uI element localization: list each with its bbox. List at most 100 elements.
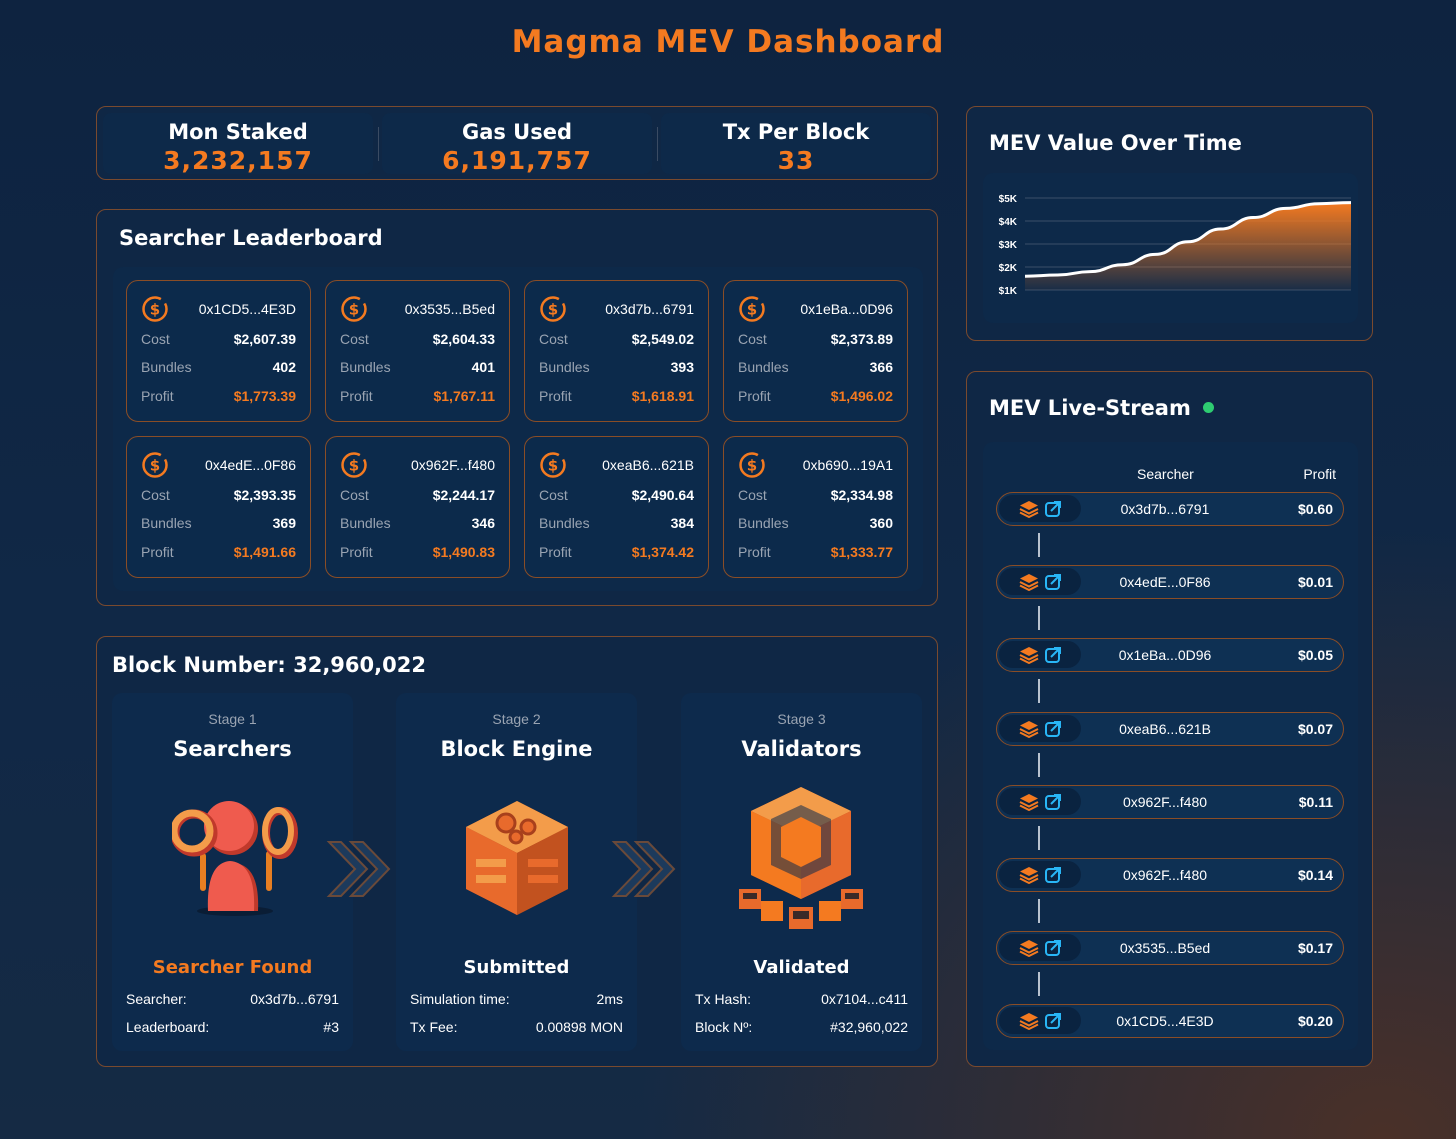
livestream-row[interactable]: 0x962F...f480 $0.14 bbox=[996, 858, 1344, 892]
external-link-icon[interactable] bbox=[1044, 939, 1062, 957]
searcher-address: 0x1CD5...4E3D bbox=[1116, 1013, 1214, 1029]
external-link-icon[interactable] bbox=[1044, 866, 1062, 884]
external-link-icon[interactable] bbox=[1044, 500, 1062, 518]
layers-icon[interactable] bbox=[1019, 646, 1039, 664]
cost-label: Cost bbox=[738, 487, 767, 503]
page-title: Magma MEV Dashboard bbox=[511, 24, 945, 60]
searcher-address: 0xb690...19A1 bbox=[802, 457, 893, 473]
row-actions bbox=[999, 568, 1081, 595]
bundles-value: 346 bbox=[471, 515, 495, 531]
cost-label: Cost bbox=[738, 331, 767, 347]
area-fill bbox=[1025, 202, 1351, 290]
external-link-icon[interactable] bbox=[1044, 720, 1062, 738]
livestream-row[interactable]: 0xeaB6...621B $0.07 bbox=[996, 712, 1344, 746]
live-status-dot bbox=[1203, 402, 1214, 413]
bundles-row: Bundles 384 bbox=[539, 515, 694, 531]
layers-icon[interactable] bbox=[1019, 720, 1039, 738]
searcher-card[interactable]: $0x962F...f480 Cost $2,244.17 Bundles 346 Pro… bbox=[325, 436, 510, 578]
stage-name: Searchers bbox=[173, 737, 292, 761]
livestream-row[interactable]: 0x1CD5...4E3D $0.20 bbox=[996, 1004, 1344, 1038]
stage-detail-row: Leaderboard: #3 bbox=[126, 1019, 339, 1035]
livestream-row[interactable]: 0x1eBa...0D96 $0.05 bbox=[996, 638, 1344, 672]
livestream-row[interactable]: 0x962F...f480 $0.11 bbox=[996, 785, 1344, 819]
row-actions bbox=[999, 861, 1081, 888]
row-connector bbox=[1038, 606, 1040, 630]
detail-key: Leaderboard: bbox=[126, 1019, 210, 1035]
cost-value: $2,549.02 bbox=[631, 331, 694, 347]
cost-value: $2,393.35 bbox=[233, 487, 296, 503]
bundles-value: 369 bbox=[272, 515, 296, 531]
cost-value: $2,373.89 bbox=[830, 331, 893, 347]
cost-row: Cost $2,607.39 bbox=[141, 331, 296, 347]
cost-row: Cost $2,244.17 bbox=[340, 487, 495, 503]
layers-icon[interactable] bbox=[1019, 793, 1039, 811]
stage-detail-row: Searcher: 0x3d7b...6791 bbox=[126, 991, 339, 1007]
cost-row: Cost $2,334.98 bbox=[738, 487, 893, 503]
bundles-row: Bundles 393 bbox=[539, 359, 694, 375]
double-chevron-icon bbox=[611, 841, 676, 897]
layers-icon[interactable] bbox=[1019, 573, 1039, 591]
mev-value-chart: $5K $4K $3K $2K $1K bbox=[999, 194, 1352, 297]
validators-illustration bbox=[739, 787, 863, 929]
searcher-card[interactable]: $0x1eBa...0D96 Cost $2,373.89 Bundles 366 Pro… bbox=[723, 280, 908, 422]
profit-label: Profit bbox=[141, 388, 174, 404]
searcher-card[interactable]: $0x4edE...0F86 Cost $2,393.35 Bundles 369 Pro… bbox=[126, 436, 311, 578]
external-link-icon[interactable] bbox=[1044, 1012, 1062, 1030]
stat-value: 33 bbox=[777, 146, 815, 175]
searcher-card[interactable]: $0xeaB6...621B Cost $2,490.64 Bundles 384 Pro… bbox=[524, 436, 709, 578]
profit-row: Profit $1,773.39 bbox=[141, 388, 296, 404]
stat-tx-per-block: Tx Per Block 33 bbox=[661, 113, 931, 175]
profit-label: Profit bbox=[539, 544, 572, 560]
stage-status: Validated bbox=[753, 957, 850, 978]
cost-value: $2,604.33 bbox=[432, 331, 495, 347]
searcher-address: 0x962F...f480 bbox=[1122, 794, 1208, 810]
layers-icon[interactable] bbox=[1019, 1012, 1039, 1030]
cost-row: Cost $2,373.89 bbox=[738, 331, 893, 347]
stat-value: 3,232,157 bbox=[163, 146, 313, 175]
stage-detail-row: Tx Fee: 0.00898 MON bbox=[410, 1019, 623, 1035]
layers-icon[interactable] bbox=[1019, 866, 1039, 884]
searcher-address: 0x4edE...0F86 bbox=[204, 457, 296, 473]
bundles-value: 402 bbox=[272, 359, 296, 375]
svg-text:$: $ bbox=[349, 301, 359, 319]
detail-value: 0.00898 MON bbox=[535, 1019, 623, 1035]
bundles-label: Bundles bbox=[539, 515, 590, 531]
cost-label: Cost bbox=[539, 487, 568, 503]
detail-value: 0x7104...c411 bbox=[821, 991, 908, 1007]
detail-value: 0x3d7b...6791 bbox=[250, 991, 339, 1007]
searcher-card[interactable]: $0x1CD5...4E3D Cost $2,607.39 Bundles 402 Pro… bbox=[126, 280, 311, 422]
searcher-card[interactable]: $0x3535...B5ed Cost $2,604.33 Bundles 401 Pro… bbox=[325, 280, 510, 422]
livestream-row[interactable]: 0x3d7b...6791 $0.60 bbox=[996, 492, 1344, 526]
profit-label: Profit bbox=[340, 388, 373, 404]
svg-text:$: $ bbox=[548, 301, 558, 319]
livestream-row[interactable]: 0x3535...B5ed $0.17 bbox=[996, 931, 1344, 965]
stage-searchers: Stage 1 Searchers Searcher Found Searche… bbox=[112, 693, 353, 1051]
external-link-icon[interactable] bbox=[1044, 573, 1062, 591]
row-actions bbox=[999, 641, 1081, 668]
bundles-row: Bundles 346 bbox=[340, 515, 495, 531]
stage-number: Stage 2 bbox=[492, 711, 541, 727]
stage-validators: Stage 3 Validators Validated Tx Hash: 0x… bbox=[681, 693, 922, 1051]
bundles-label: Bundles bbox=[141, 359, 192, 375]
profit-value: $1,333.77 bbox=[830, 544, 893, 560]
header-searcher: Searcher bbox=[1137, 466, 1194, 482]
chart-area: $5K $4K $3K $2K $1K bbox=[983, 173, 1358, 323]
external-link-icon[interactable] bbox=[1044, 793, 1062, 811]
stat-label: Gas Used bbox=[461, 120, 573, 144]
layers-icon[interactable] bbox=[1019, 500, 1039, 518]
searcher-card[interactable]: $0xb690...19A1 Cost $2,334.98 Bundles 360 Pro… bbox=[723, 436, 908, 578]
layers-icon[interactable] bbox=[1019, 939, 1039, 957]
external-link-icon[interactable] bbox=[1044, 646, 1062, 664]
svg-text:$: $ bbox=[747, 301, 757, 319]
searcher-card[interactable]: $0x3d7b...6791 Cost $2,549.02 Bundles 393 Pro… bbox=[524, 280, 709, 422]
cost-label: Cost bbox=[141, 487, 170, 503]
livestream-row[interactable]: 0x4edE...0F86 $0.01 bbox=[996, 565, 1344, 599]
stat-label: Mon Staked bbox=[168, 120, 308, 144]
profit-value: $1,496.02 bbox=[830, 388, 893, 404]
profit-row: Profit $1,491.66 bbox=[141, 544, 296, 560]
cost-row: Cost $2,393.35 bbox=[141, 487, 296, 503]
bundles-value: 366 bbox=[869, 359, 893, 375]
profit-label: Profit bbox=[141, 544, 174, 560]
detail-key: Tx Hash: bbox=[695, 991, 752, 1007]
profit-label: Profit bbox=[539, 388, 572, 404]
